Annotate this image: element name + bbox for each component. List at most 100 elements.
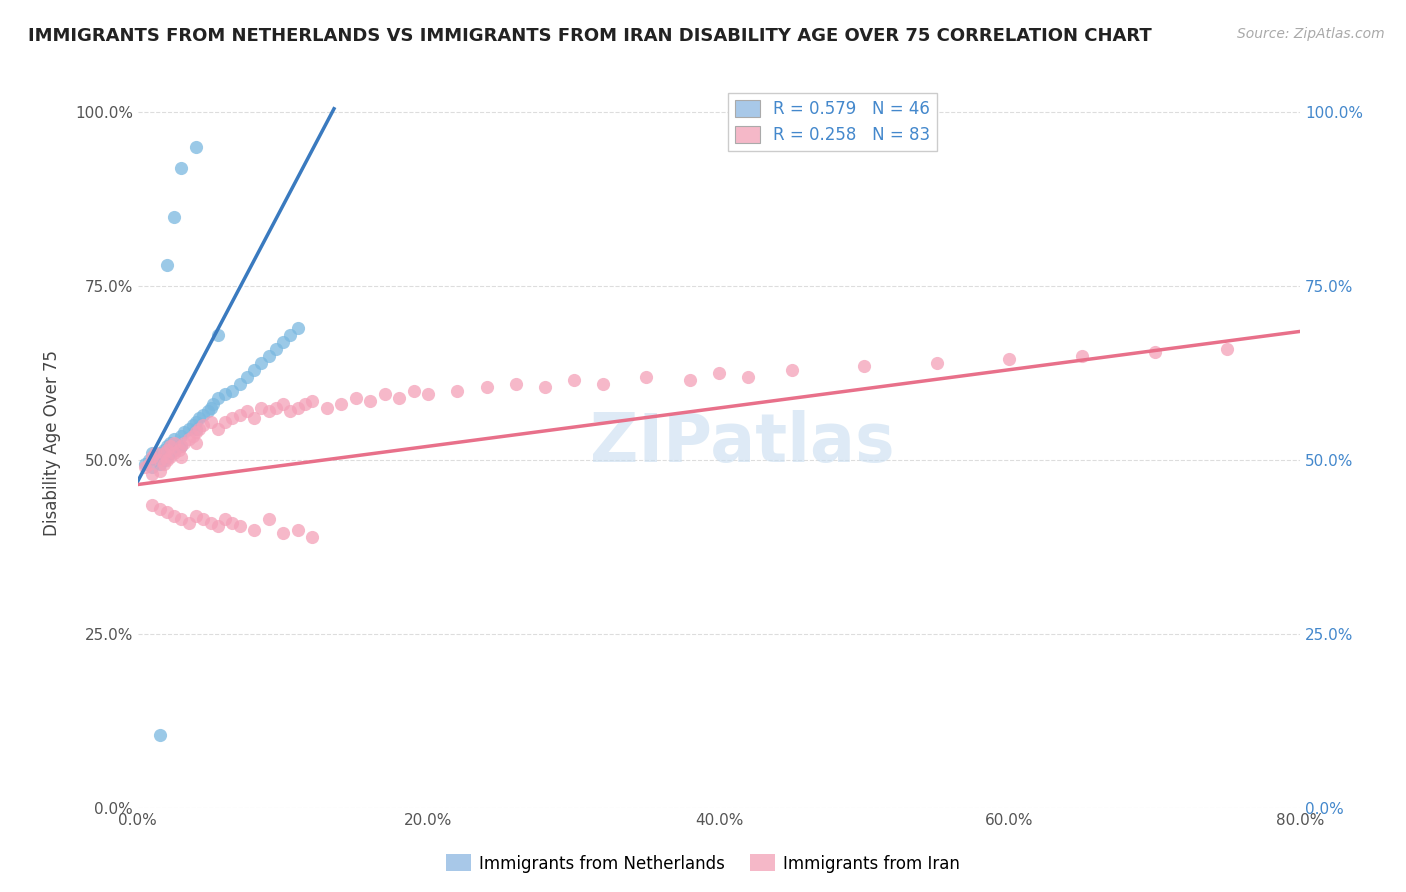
Point [159, 435, 181, 450]
Point [505, 376, 527, 391]
Point [153, 446, 176, 460]
Point [1143, 345, 1166, 359]
Point [200, 415, 222, 429]
Point [214, 387, 236, 401]
Point [184, 415, 207, 429]
Point [287, 401, 309, 415]
Point [177, 432, 200, 446]
Point [207, 519, 229, 533]
Point [163, 442, 186, 457]
Point [243, 411, 266, 425]
Point [149, 457, 172, 471]
Point [138, 453, 160, 467]
Point [271, 334, 294, 349]
Point [141, 450, 163, 464]
Point [149, 446, 172, 460]
Point [197, 404, 219, 418]
Point [202, 397, 225, 411]
Point [207, 422, 229, 436]
Point [562, 373, 585, 387]
Point [181, 429, 204, 443]
Point [163, 446, 186, 460]
Point [173, 435, 195, 450]
Point [315, 401, 337, 415]
Point [156, 442, 179, 457]
Point [159, 450, 181, 464]
Point [181, 418, 204, 433]
Point [214, 512, 236, 526]
Point [287, 321, 309, 335]
Point [737, 369, 759, 384]
Point [533, 380, 555, 394]
Point [280, 327, 302, 342]
Point [156, 505, 179, 519]
Point [167, 439, 190, 453]
Point [221, 384, 243, 398]
Point [228, 519, 250, 533]
Point [475, 380, 498, 394]
Point [243, 362, 266, 376]
Point [184, 140, 207, 154]
Point [167, 442, 190, 457]
Point [592, 376, 614, 391]
Text: ZIPatlas: ZIPatlas [591, 409, 894, 475]
Point [200, 516, 222, 530]
Point [257, 404, 280, 418]
Y-axis label: Disability Age Over 75: Disability Age Over 75 [44, 350, 60, 536]
Point [359, 394, 381, 409]
Point [156, 258, 179, 272]
Point [153, 453, 176, 467]
Point [170, 450, 193, 464]
Point [187, 422, 209, 436]
Point [156, 453, 179, 467]
Point [271, 526, 294, 541]
Point [301, 394, 323, 409]
Point [446, 384, 468, 398]
Point [159, 446, 181, 460]
Point [287, 523, 309, 537]
Point [257, 349, 280, 363]
Point [193, 512, 215, 526]
Point [200, 401, 222, 415]
Point [170, 429, 193, 443]
Point [143, 446, 166, 460]
Point [184, 508, 207, 523]
Point [214, 415, 236, 429]
Point [170, 439, 193, 453]
Point [236, 369, 259, 384]
Point [141, 499, 163, 513]
Point [1071, 349, 1094, 363]
Point [149, 453, 172, 467]
Point [301, 530, 323, 544]
Point [193, 418, 215, 433]
Point [138, 457, 160, 471]
Point [156, 439, 179, 453]
Text: Source: ZipAtlas.com: Source: ZipAtlas.com [1237, 27, 1385, 41]
Point [163, 435, 186, 450]
Legend: Immigrants from Netherlands, Immigrants from Iran: Immigrants from Netherlands, Immigrants … [439, 847, 967, 880]
Legend: R = 0.579   N = 46, R = 0.258   N = 83: R = 0.579 N = 46, R = 0.258 N = 83 [728, 93, 938, 151]
Point [280, 404, 302, 418]
Point [134, 457, 156, 471]
Point [149, 501, 172, 516]
Point [388, 391, 411, 405]
Point [1216, 342, 1239, 356]
Point [344, 391, 367, 405]
Point [679, 373, 702, 387]
Point [153, 442, 176, 457]
Point [221, 516, 243, 530]
Point [170, 439, 193, 453]
Point [264, 401, 287, 415]
Point [402, 384, 425, 398]
Point [236, 404, 259, 418]
Point [184, 435, 207, 450]
Point [184, 422, 207, 436]
Point [153, 457, 176, 471]
Point [207, 391, 229, 405]
Point [636, 369, 658, 384]
Point [163, 432, 186, 446]
Point [250, 356, 273, 370]
Point [998, 352, 1021, 367]
Point [187, 411, 209, 425]
Point [228, 408, 250, 422]
